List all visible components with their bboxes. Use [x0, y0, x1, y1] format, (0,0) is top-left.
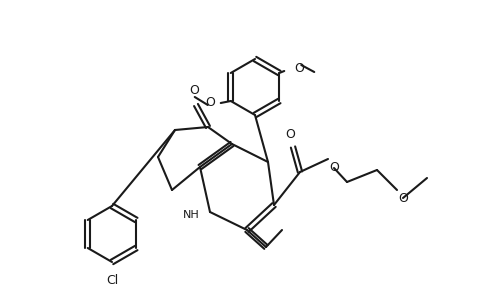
Text: O: O [189, 84, 198, 97]
Text: O: O [204, 97, 214, 110]
Text: NH: NH [183, 210, 199, 220]
Text: O: O [397, 192, 407, 205]
Text: O: O [285, 128, 295, 141]
Text: Cl: Cl [106, 274, 118, 287]
Text: O: O [294, 62, 304, 75]
Text: O: O [328, 161, 338, 174]
